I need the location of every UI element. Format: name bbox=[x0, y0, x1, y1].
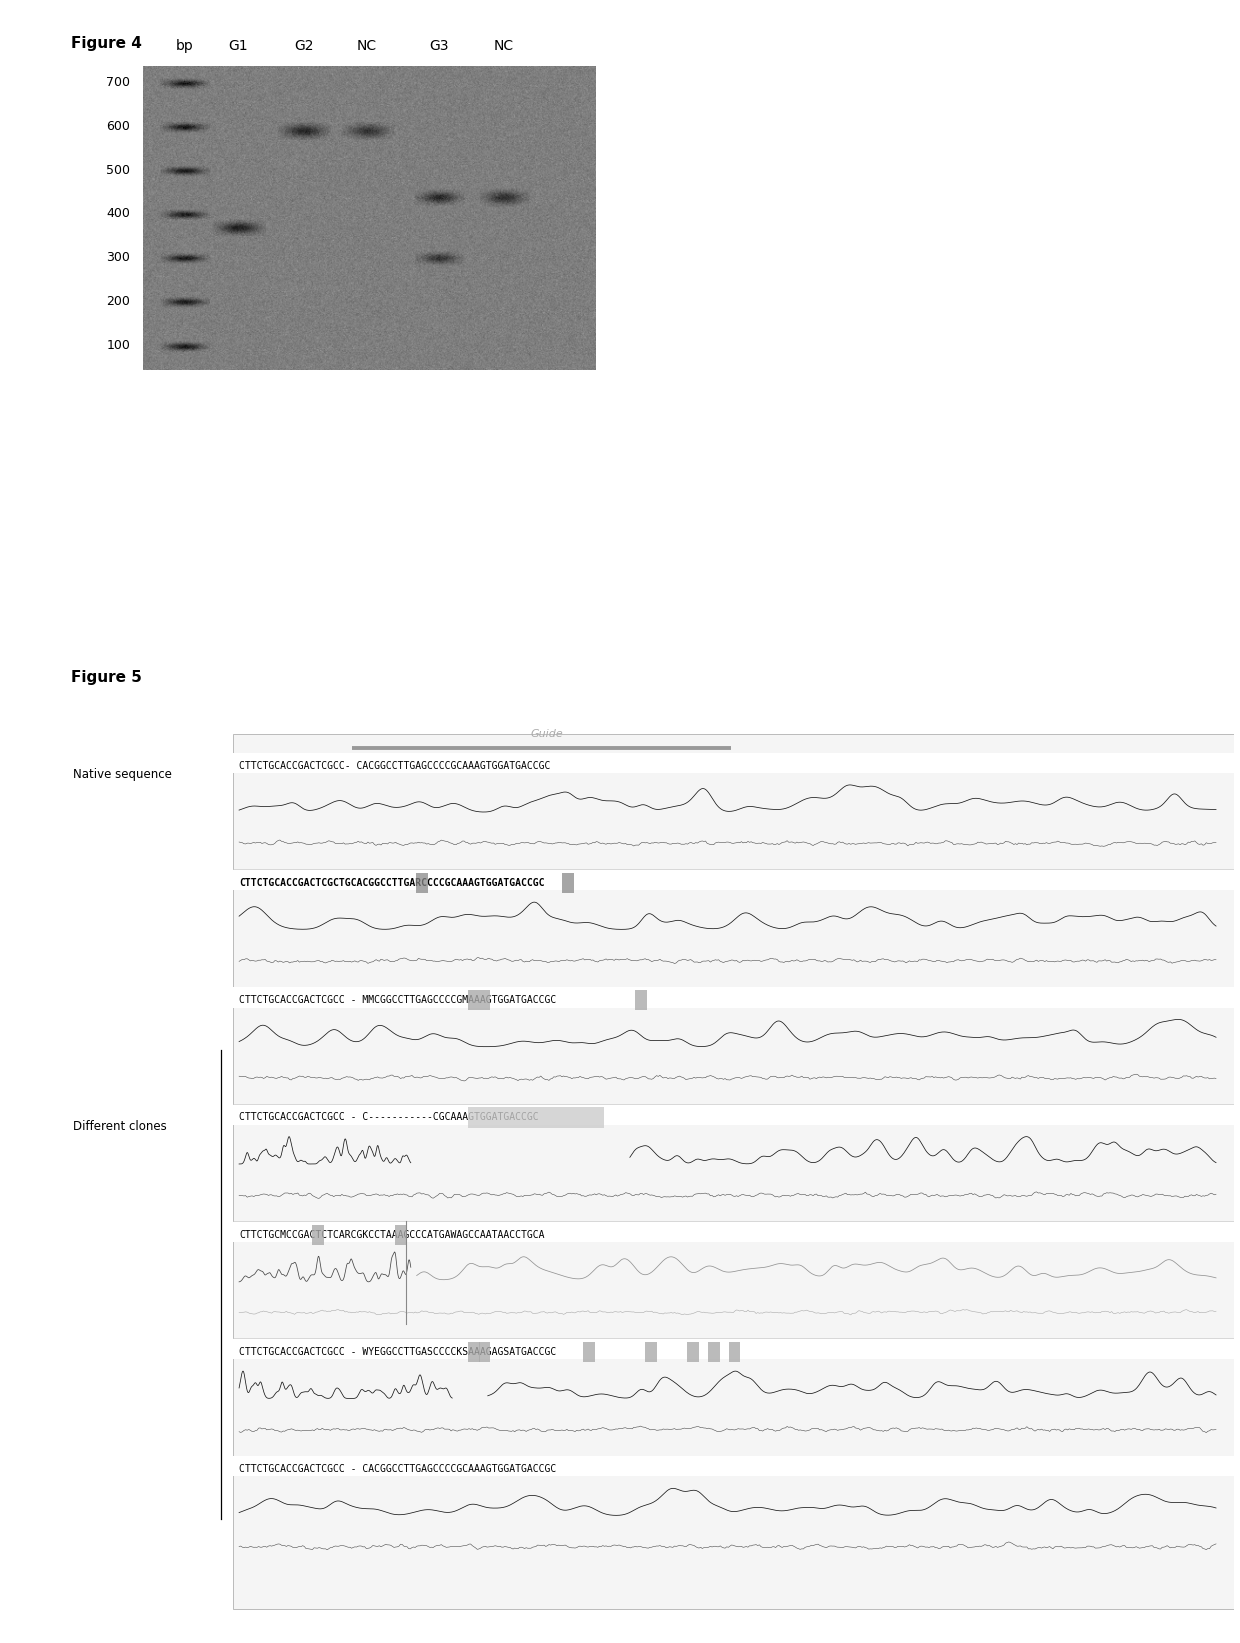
Bar bbox=[562, 872, 574, 894]
Bar bbox=[469, 1107, 604, 1127]
Text: CTTCTGCACCGACTCGCC- CACGGCCTTGAGCCCCGCAAAGTGGATGACCGC: CTTCTGCACCGACTCGCC- CACGGCCTTGAGCCCCGCAA… bbox=[239, 761, 551, 771]
Text: CTTCTGCACCGACTCGCC - C-----------CGCAAAGTGGATGACCGC: CTTCTGCACCGACTCGCC - C-----------CGCAAAG… bbox=[239, 1112, 538, 1122]
Text: NC: NC bbox=[357, 39, 377, 53]
Bar bbox=[583, 1342, 594, 1362]
Text: G1: G1 bbox=[228, 39, 248, 53]
Bar bbox=[479, 1342, 490, 1362]
Bar bbox=[469, 991, 490, 1010]
Bar bbox=[233, 871, 1234, 891]
Bar bbox=[233, 987, 1234, 1007]
Bar bbox=[312, 1224, 324, 1245]
Bar bbox=[233, 1339, 1234, 1359]
Text: G3: G3 bbox=[429, 39, 449, 53]
Bar bbox=[687, 1342, 699, 1362]
Text: CTTCTGCACCGACTCGCC - MMCGGCCTTGAGCCCCGMAAAGTGGATGACCGC: CTTCTGCACCGACTCGCC - MMCGGCCTTGAGCCCCGMA… bbox=[239, 996, 557, 1006]
Bar bbox=[233, 734, 1234, 1608]
Text: Different clones: Different clones bbox=[73, 1121, 167, 1134]
Bar bbox=[646, 1342, 657, 1362]
Text: 300: 300 bbox=[107, 251, 130, 265]
Bar bbox=[469, 1342, 480, 1362]
Text: CTTCTGCMCCGACTCTCARCGKCCTAAAGCCCATGAWAGCCAATAACCTGCA: CTTCTGCMCCGACTCTCARCGKCCTAAAGCCCATGAWAGC… bbox=[239, 1229, 544, 1240]
Text: Figure 5: Figure 5 bbox=[71, 670, 141, 685]
Text: 700: 700 bbox=[107, 76, 130, 89]
Text: bp: bp bbox=[176, 39, 193, 53]
Bar bbox=[233, 752, 1234, 774]
Bar bbox=[708, 1342, 719, 1362]
Bar bbox=[233, 1222, 1234, 1242]
Text: CTTCTGCACCGACTCGCTGCACGGCCTTGARCCCCGCAAAGTGGATGACCGC: CTTCTGCACCGACTCGCTGCACGGCCTTGARCCCCGCAAA… bbox=[239, 877, 544, 887]
Bar bbox=[233, 1456, 1234, 1477]
Text: CTTCTGCACCGACTCGCC - WYEGGCCTTGASCCCCKSAAAGAGSATGACCGC: CTTCTGCACCGACTCGCC - WYEGGCCTTGASCCCCKSA… bbox=[239, 1347, 557, 1357]
Text: CTTCTGCACCGACTCGCC - CACGGCCTTGAGCCCCGCAAAGTGGATGACCGC: CTTCTGCACCGACTCGCC - CACGGCCTTGAGCCCCGCA… bbox=[239, 1464, 557, 1474]
Text: 400: 400 bbox=[107, 207, 130, 220]
Text: 200: 200 bbox=[107, 294, 130, 307]
Bar bbox=[233, 1104, 1234, 1125]
Text: Guide: Guide bbox=[531, 729, 563, 739]
Bar bbox=[635, 991, 647, 1010]
Text: 600: 600 bbox=[107, 120, 130, 133]
Bar bbox=[729, 1342, 740, 1362]
Bar bbox=[417, 872, 428, 894]
Text: NC: NC bbox=[494, 39, 513, 53]
Bar bbox=[396, 1224, 407, 1245]
Text: Native sequence: Native sequence bbox=[73, 769, 172, 782]
Text: 500: 500 bbox=[107, 164, 130, 177]
Text: Figure 4: Figure 4 bbox=[71, 36, 141, 51]
Text: 100: 100 bbox=[107, 340, 130, 353]
Text: G2: G2 bbox=[294, 39, 314, 53]
